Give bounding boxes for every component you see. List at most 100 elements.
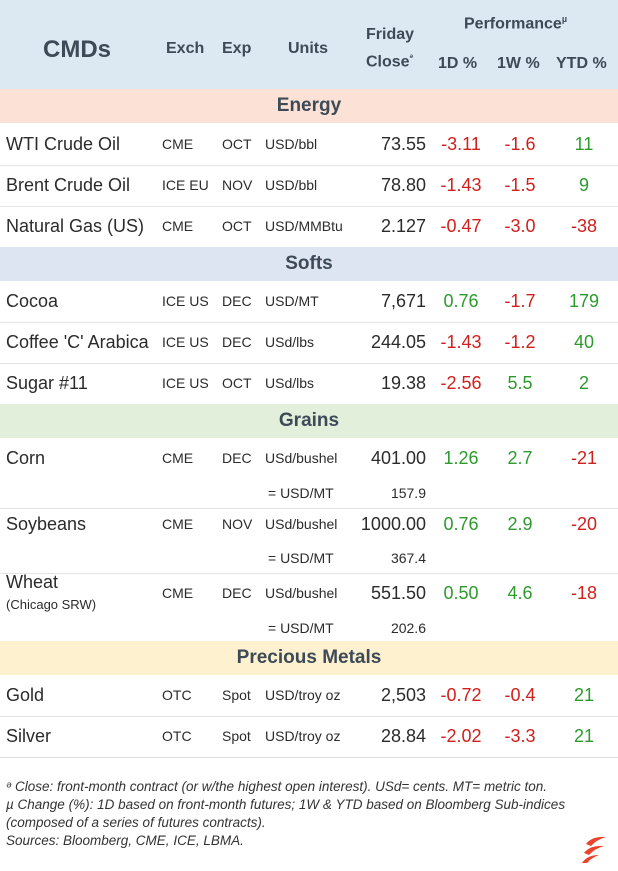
expiry: DEC	[222, 450, 252, 466]
footer-divider	[0, 757, 618, 758]
change-1w: 4.6	[507, 583, 533, 603]
col-1w-header: 1W %	[497, 55, 540, 72]
close-price: 551.50	[370, 583, 426, 603]
brand-logo-icon	[582, 836, 606, 863]
units: USD/troy oz	[265, 687, 341, 703]
table-row: Coffee 'C' Arabica ICE US DEC USd/lbs 24…	[0, 322, 618, 364]
exchange: CME	[162, 218, 194, 234]
units: USd/bushel	[265, 585, 338, 601]
commodity-name: Sugar #11	[6, 373, 88, 393]
footnote-sources: Sources: Bloomberg, CME, ICE, LBMA.	[6, 833, 244, 848]
table-row: Sugar #11 ICE US OCT USd/lbs 19.38 -2.56…	[0, 363, 618, 404]
change-1d: 0.50	[443, 583, 479, 603]
col-performance-header: Performanceµ	[464, 14, 568, 33]
close-price: 1000.00	[360, 514, 426, 534]
commodity-subname: (Chicago SRW)	[6, 597, 97, 612]
change-1w: -1.5	[504, 175, 536, 195]
change-ytd: 11	[574, 134, 594, 154]
units: USd/bushel	[265, 516, 338, 532]
conversion-value: 367.4	[390, 550, 426, 566]
change-1w: -1.2	[504, 332, 536, 352]
expiry: OCT	[222, 218, 252, 234]
close-price: 73.55	[380, 134, 426, 154]
change-ytd: 2	[578, 373, 589, 393]
expiry: NOV	[222, 516, 253, 532]
change-1d: -1.43	[440, 332, 482, 352]
exchange: ICE US	[162, 334, 209, 350]
units: USD/MMBtu	[265, 218, 343, 234]
section-precious-metals: Precious Metals	[0, 641, 618, 675]
change-1w: -0.4	[504, 685, 536, 705]
change-1d: -0.72	[440, 685, 482, 705]
change-1w: -3.3	[504, 726, 536, 746]
expiry: DEC	[222, 293, 252, 309]
close-price: 2.127	[380, 216, 426, 236]
exchange: OTC	[162, 728, 192, 744]
section-energy: Energy	[0, 89, 618, 123]
col-ytd-header: YTD %	[556, 55, 607, 72]
units: USD/troy oz	[265, 728, 341, 744]
change-ytd: 21	[573, 685, 595, 705]
col-close-header-line1: Friday	[366, 26, 415, 43]
exchange: ICE US	[162, 293, 209, 309]
units: USD/bbl	[265, 136, 318, 152]
col-units-header: Units	[288, 40, 328, 57]
table-header: CMDs Exch Exp Units Friday Closeᵊ Perfor…	[0, 0, 618, 89]
table-row: Corn CME DEC USd/bushel 401.00 1.26 2.7 …	[0, 438, 618, 479]
change-ytd: 40	[573, 332, 595, 352]
commodity-name: Wheat	[6, 572, 59, 592]
units: USD/bbl	[265, 177, 318, 193]
expiry: DEC	[222, 334, 252, 350]
conversion-row: = USD/MT 202.6	[0, 613, 618, 643]
footnote-change: µ Change (%): 1D based on front-month fu…	[6, 797, 566, 812]
footnote-change-cont: (composed of a series of futures contrac…	[6, 815, 266, 830]
change-ytd: 9	[578, 175, 589, 195]
commodity-name: Natural Gas (US)	[6, 216, 145, 236]
commodity-name: Brent Crude Oil	[6, 175, 131, 195]
units: USd/lbs	[265, 334, 315, 350]
change-ytd: -38	[570, 216, 597, 236]
exchange: CME	[162, 136, 194, 152]
conversion-row: = USD/MT 157.9	[0, 478, 618, 509]
table-row: WTI Crude Oil CME OCT USD/bbl 73.55 -3.1…	[0, 124, 618, 166]
change-1w: 5.5	[507, 373, 533, 393]
change-1w: -1.6	[504, 134, 536, 154]
expiry: DEC	[222, 585, 252, 601]
change-1d: -2.02	[440, 726, 482, 746]
exchange: CME	[162, 516, 194, 532]
table-row: Gold OTC Spot USD/troy oz 2,503 -0.72 -0…	[0, 675, 618, 717]
commodity-name: Coffee 'C' Arabica	[6, 332, 149, 352]
close-price: 2,503	[380, 685, 426, 705]
change-1d: 1.26	[443, 448, 479, 468]
close-price: 244.05	[370, 332, 426, 352]
change-1d: -0.47	[440, 216, 482, 236]
col-close-header-line2: Closeᵊ	[366, 52, 413, 71]
change-1w: 2.9	[507, 514, 533, 534]
expiry: NOV	[222, 177, 253, 193]
change-ytd: 179	[568, 291, 600, 311]
conversion-units: = USD/MT	[268, 620, 334, 636]
change-ytd: -20	[570, 514, 597, 534]
expiry: Spot	[222, 728, 251, 744]
conversion-row: = USD/MT 367.4	[0, 543, 618, 574]
commodity-name: WTI Crude Oil	[6, 134, 121, 154]
commodity-name: Cocoa	[6, 291, 59, 311]
col-exp-header: Exp	[222, 40, 252, 57]
conversion-value: 202.6	[390, 620, 426, 636]
exchange: CME	[162, 585, 194, 601]
change-ytd: 21	[573, 726, 595, 746]
units: USd/bushel	[265, 450, 338, 466]
expiry: Spot	[222, 687, 251, 703]
expiry: OCT	[222, 136, 252, 152]
units: USd/lbs	[265, 375, 315, 391]
commodity-name: Corn	[6, 448, 46, 468]
conversion-units: = USD/MT	[268, 485, 334, 501]
change-1w: -1.7	[504, 291, 536, 311]
close-price: 7,671	[380, 291, 426, 311]
expiry: OCT	[222, 375, 252, 391]
change-1w: 2.7	[507, 448, 533, 468]
close-price: 78.80	[380, 175, 426, 195]
commodity-name: Soybeans	[6, 514, 87, 534]
close-price: 401.00	[370, 448, 426, 468]
change-1d: -1.43	[440, 175, 482, 195]
